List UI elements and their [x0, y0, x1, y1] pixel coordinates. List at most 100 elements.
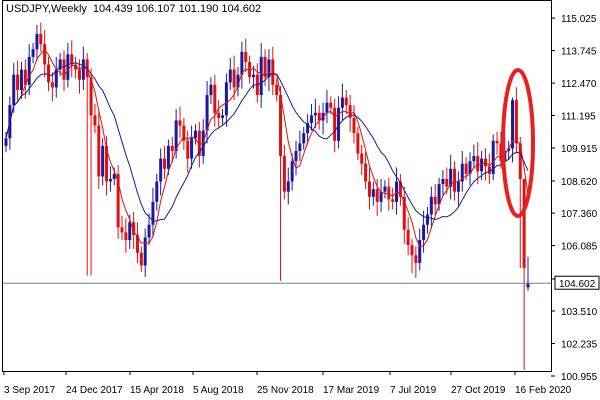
symbol-label: USDJPY,Weekly [6, 3, 87, 15]
x-tick-label: 24 Dec 2017 [66, 385, 123, 396]
candle [453, 161, 457, 201]
y-tick-label: 112.470 [561, 79, 597, 90]
candle [163, 145, 167, 179]
candle [213, 74, 217, 127]
candle [178, 106, 182, 139]
y-tick-label: 111.195 [561, 112, 596, 123]
candle [85, 53, 89, 276]
candle [290, 153, 294, 191]
candle [356, 126, 360, 160]
candle [271, 46, 275, 96]
candle [170, 136, 174, 163]
candle [511, 97, 515, 163]
candle [255, 63, 259, 103]
candle [81, 46, 85, 90]
candle [414, 246, 418, 279]
x-tick-label: 17 Mar 2019 [323, 385, 380, 396]
candle [495, 131, 499, 155]
y-tick-label: 107.360 [561, 209, 598, 220]
candle [410, 238, 414, 274]
candle [306, 114, 310, 145]
candle [43, 30, 47, 78]
candle [236, 67, 240, 97]
time-axis: 3 Sep 2017 24 Dec 2017 15 Apr 2018 5 Aug 20… [3, 371, 572, 396]
candle [275, 78, 279, 102]
x-tick-label: 5 Aug 2018 [193, 385, 244, 396]
candle [371, 181, 375, 206]
candle [205, 81, 209, 144]
candle [487, 153, 491, 185]
moving-averages [5, 48, 529, 248]
y-tick-label: 115.025 [561, 14, 597, 25]
candle [147, 213, 151, 246]
candle [89, 68, 93, 276]
candle [35, 25, 39, 61]
candle [159, 148, 163, 196]
candle [460, 150, 464, 192]
candle [518, 136, 522, 269]
candle [337, 96, 341, 149]
candle [62, 50, 66, 92]
current-price-text: 104.602 [559, 279, 596, 290]
candle [267, 49, 271, 92]
candle [209, 77, 213, 104]
y-tick-label: 106.085 [561, 241, 598, 252]
candle [333, 98, 337, 153]
candle [383, 180, 387, 199]
candle [402, 186, 406, 244]
candle [120, 215, 124, 241]
candle [155, 173, 159, 211]
y-tick-label: 103.510 [561, 307, 598, 318]
candle [116, 164, 120, 239]
y-tick-label: 109.915 [561, 144, 598, 155]
highlight-ellipse [501, 68, 535, 218]
low-value: 101.190 [178, 3, 219, 15]
candle [352, 105, 356, 144]
candle [12, 63, 16, 113]
candle [4, 131, 8, 153]
candle [298, 130, 302, 162]
candle [221, 109, 225, 125]
x-tick-label: 7 Jul 2019 [390, 385, 437, 396]
candle [344, 89, 348, 115]
price-axis: 115.025 113.745 112.470 111.195 109.915 108.6… [551, 14, 600, 383]
close-value: 104.602 [221, 3, 262, 15]
current-price-label: 104.602 [554, 275, 600, 290]
candle [472, 144, 476, 169]
candle [228, 58, 232, 90]
candle [244, 39, 248, 73]
candle [476, 142, 480, 185]
candle [367, 167, 371, 210]
candle [186, 130, 190, 173]
candle [302, 126, 306, 150]
candle [340, 83, 344, 121]
ma-slow-line [5, 62, 529, 222]
candle [282, 144, 286, 200]
candle [166, 139, 170, 176]
x-tick-label: 15 Apr 2018 [130, 385, 184, 396]
candle [143, 228, 147, 277]
candle [425, 206, 429, 234]
candle [66, 42, 70, 88]
x-tick-label: 25 Nov 2018 [257, 385, 314, 396]
candle [433, 184, 437, 215]
chart-header: USDJPY,Weekly 104.439 106.107 101.190 104… [6, 3, 261, 15]
candle [101, 138, 105, 186]
candle [108, 166, 112, 192]
candle [151, 187, 155, 238]
x-tick-label: 16 Feb 2020 [515, 385, 572, 396]
candle [441, 170, 445, 196]
candle [406, 217, 410, 256]
candle [232, 55, 236, 101]
high-value: 106.107 [135, 3, 176, 15]
y-tick-label: 102.235 [561, 339, 598, 350]
candle [97, 111, 101, 190]
candle [124, 218, 128, 253]
candle [182, 117, 186, 150]
candle [139, 246, 143, 272]
open-value: 104.439 [92, 3, 133, 15]
candle [313, 98, 317, 129]
candle [105, 135, 109, 196]
candle [391, 187, 395, 210]
